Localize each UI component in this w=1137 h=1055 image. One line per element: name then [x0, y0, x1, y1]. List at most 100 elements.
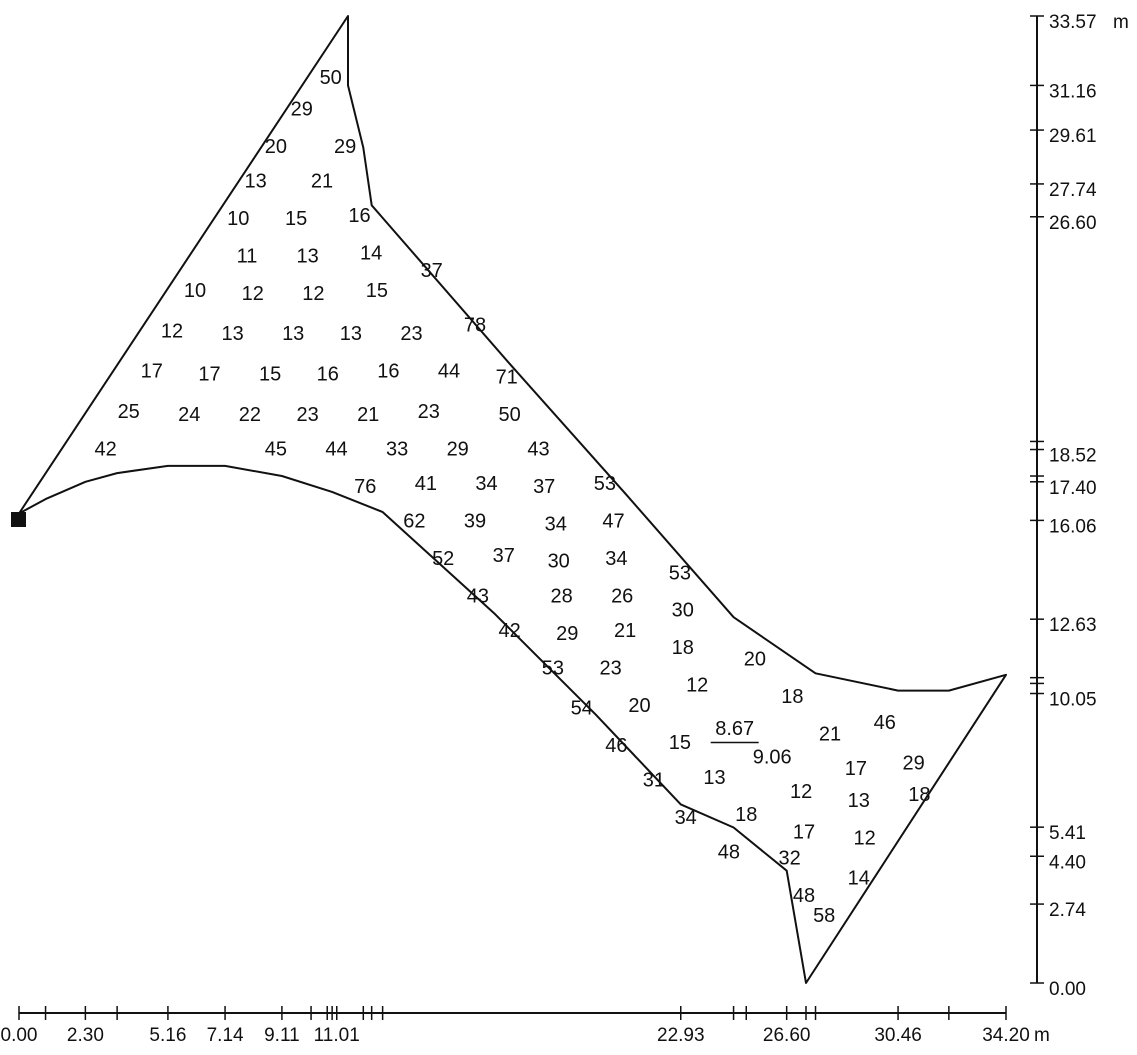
value-label: 26: [611, 585, 633, 607]
value-label: 18: [672, 637, 694, 659]
x-axis-label: 0.00: [1, 1025, 38, 1046]
x-axis-label: 26.60: [763, 1025, 811, 1046]
value-label: 12: [302, 283, 324, 305]
y-axis-label: 5.41: [1049, 823, 1086, 844]
marked-value-group: 8.67: [710, 718, 759, 744]
value-label: 76: [354, 476, 376, 498]
value-label: 29: [447, 438, 469, 460]
value-label: 15: [259, 363, 281, 385]
value-label: 13: [340, 323, 362, 345]
value-label: 12: [161, 320, 183, 342]
value-label: 20: [744, 649, 766, 671]
value-label: 12: [853, 827, 875, 849]
value-label: 29: [291, 98, 313, 120]
value-label: 12: [790, 781, 812, 803]
y-scale-bar: 33.57 m 31.16 29.61 27.74 26.60 18.52 17.40 16.0…: [1030, 12, 1129, 1000]
x-axis-label: 11.01: [314, 1025, 360, 1046]
value-label: 23: [296, 404, 318, 426]
y-axis-label: 31.16: [1049, 81, 1097, 102]
value-label: 22: [239, 404, 261, 426]
value-label: 43: [467, 585, 489, 607]
value-label: 16: [377, 361, 399, 383]
value-label: 21: [614, 620, 636, 642]
y-axis-label: 2.74: [1049, 900, 1086, 921]
value-label: 16: [317, 363, 339, 385]
value-label: 53: [669, 562, 691, 584]
y-axis-label: 17.40: [1049, 478, 1097, 499]
value-label: 37: [421, 260, 443, 282]
value-label: 13: [244, 170, 266, 192]
value-label: 48: [793, 885, 815, 907]
y-axis-unit: m: [1113, 12, 1129, 33]
boundary-outline: [18, 15, 1007, 984]
value-label: 29: [334, 136, 356, 158]
value-label: 53: [542, 657, 564, 679]
x-axis-label: 5.16: [149, 1025, 186, 1046]
value-label: 44: [325, 438, 347, 460]
value-label: 42: [498, 620, 520, 642]
x-axis-label: 2.30: [67, 1025, 104, 1046]
value-label: 21: [357, 404, 379, 426]
x-axis-label: 22.93: [657, 1025, 705, 1046]
y-axis-label: 16.06: [1049, 516, 1097, 537]
value-label: 18: [781, 686, 803, 708]
value-label: 20: [265, 136, 287, 158]
x-axis-label: 30.46: [874, 1025, 922, 1046]
value-label: 16: [348, 205, 370, 227]
value-label: 13: [296, 245, 318, 267]
y-axis-label: 33.57: [1049, 12, 1097, 33]
value-label: 48: [718, 842, 740, 864]
value-label: 21: [819, 724, 841, 746]
value-label: 23: [599, 657, 621, 679]
value-label: 37: [533, 476, 555, 498]
value-label: 15: [669, 732, 691, 754]
value-label: 14: [360, 242, 382, 264]
x-axis-label: 7.14: [207, 1025, 244, 1046]
marked-value-label: 8.67: [715, 718, 754, 740]
value-label: 62: [403, 510, 425, 532]
value-label: 12: [242, 283, 264, 305]
origin-marker: [11, 512, 26, 527]
value-label: 14: [848, 868, 870, 890]
value-label: 20: [628, 695, 650, 717]
value-label: 17: [845, 758, 867, 780]
value-label: 34: [475, 473, 497, 495]
value-label: 30: [548, 551, 570, 573]
value-label: 47: [602, 510, 624, 532]
y-axis-label: 27.74: [1049, 180, 1097, 201]
value-label: 15: [366, 280, 388, 302]
value-label: 71: [496, 366, 518, 388]
value-label: 41: [415, 473, 437, 495]
value-label: 10: [227, 208, 249, 230]
value-label: 58: [813, 905, 835, 927]
y-axis-label: 12.63: [1049, 615, 1097, 636]
value-label: 30: [672, 600, 694, 622]
value-label: 37: [493, 545, 515, 567]
y-axis-label: 29.61: [1049, 126, 1097, 147]
value-label: 13: [848, 790, 870, 812]
value-label: 29: [556, 623, 578, 645]
value-label: 13: [703, 767, 725, 789]
value-label: 45: [265, 438, 287, 460]
value-label: 15: [285, 208, 307, 230]
x-axis-label: 34.20: [982, 1025, 1030, 1046]
value-label: 9.06: [753, 747, 792, 769]
value-label: 31: [643, 770, 665, 792]
value-label: 50: [498, 404, 520, 426]
value-label: 44: [438, 361, 460, 383]
value-label: 23: [400, 323, 422, 345]
value-label: 17: [141, 361, 163, 383]
y-axis-label: 18.52: [1049, 446, 1097, 467]
x-axis-unit: m: [1034, 1025, 1050, 1046]
value-label: 34: [605, 548, 627, 570]
value-label: 11: [237, 245, 258, 267]
value-label: 21: [311, 170, 333, 192]
value-label: 46: [874, 712, 896, 734]
value-label: 13: [221, 323, 243, 345]
value-label: 39: [464, 510, 486, 532]
value-label: 29: [902, 752, 924, 774]
value-label: 53: [594, 473, 616, 495]
